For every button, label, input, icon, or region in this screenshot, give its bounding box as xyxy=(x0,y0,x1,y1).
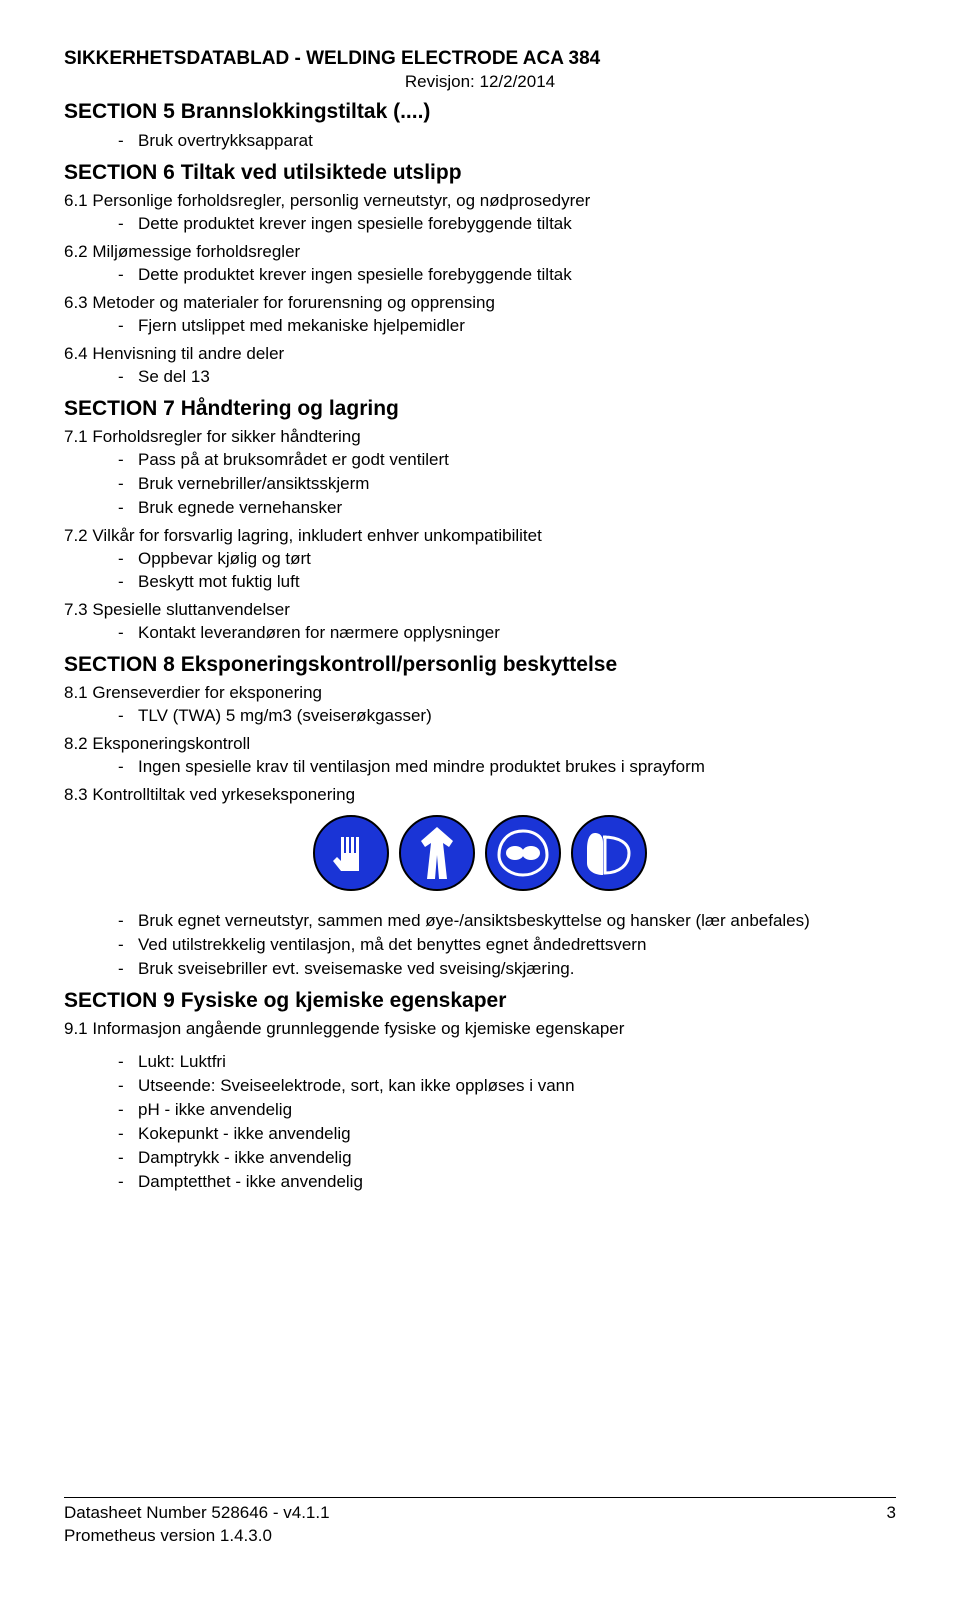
faceshield-icon xyxy=(569,813,649,898)
list-item: Se del 13 xyxy=(118,366,896,389)
page: SIKKERHETSDATABLAD - WELDING ELECTRODE A… xyxy=(0,0,960,1560)
list-item: Ingen spesielle krav til ventilasjon med… xyxy=(118,756,896,779)
list-item: Bruk overtrykksapparat xyxy=(118,130,896,153)
list-item: Lukt: Luktfri xyxy=(118,1051,896,1074)
list-item: Oppbevar kjølig og tørt xyxy=(118,548,896,571)
revision-line: Revisjon: 12/2/2014 xyxy=(64,72,896,92)
list-item: Utseende: Sveiseelektrode, sort, kan ikk… xyxy=(118,1075,896,1098)
list-item: Kokepunkt - ikke anvendelig xyxy=(118,1123,896,1146)
s62-heading: 6.2 Miljømessige forholdsregler xyxy=(64,242,896,262)
s81-heading: 8.1 Grenseverdier for eksponering xyxy=(64,683,896,703)
gloves-icon xyxy=(311,813,391,898)
section5-title: SECTION 5 Brannslokkingstiltak (....) xyxy=(64,100,896,124)
list-item: Dette produktet krever ingen spesielle f… xyxy=(118,264,896,287)
s64-heading: 6.4 Henvisning til andre deler xyxy=(64,344,896,364)
footer-line1: Datasheet Number 528646 - v4.1.1 xyxy=(64,1502,330,1525)
s73-heading: 7.3 Spesielle sluttanvendelser xyxy=(64,600,896,620)
list-item: TLV (TWA) 5 mg/m3 (sveiserøkgasser) xyxy=(118,705,896,728)
s63-list: Fjern utslippet med mekaniske hjelpemidl… xyxy=(118,315,896,338)
s62-list: Dette produktet krever ingen spesielle f… xyxy=(118,264,896,287)
section6-title: SECTION 6 Tiltak ved utilsiktede utslipp xyxy=(64,161,896,185)
coverall-icon xyxy=(397,813,477,898)
section9-title: SECTION 9 Fysiske og kjemiske egenskaper xyxy=(64,989,896,1013)
s71-list: Pass på at bruksområdet er godt ventiler… xyxy=(118,449,896,520)
list-item: Kontakt leverandøren for nærmere opplysn… xyxy=(118,622,896,645)
list-item: Beskytt mot fuktig luft xyxy=(118,571,896,594)
list-item: Ved utilstrekkelig ventilasjon, må det b… xyxy=(118,934,896,957)
s81-list: TLV (TWA) 5 mg/m3 (sveiserøkgasser) xyxy=(118,705,896,728)
s73-list: Kontakt leverandøren for nærmere opplysn… xyxy=(118,622,896,645)
ppe-icons-row xyxy=(64,813,896,898)
s83-heading: 8.3 Kontrolltiltak ved yrkeseksponering xyxy=(64,785,896,805)
list-item: Damptrykk - ikke anvendelig xyxy=(118,1147,896,1170)
s91-list: Lukt: Luktfri Utseende: Sveiseelektrode,… xyxy=(118,1051,896,1194)
list-item: Bruk vernebriller/ansiktsskjerm xyxy=(118,473,896,496)
s82-heading: 8.2 Eksponeringskontroll xyxy=(64,734,896,754)
s71-heading: 7.1 Forholdsregler for sikker håndtering xyxy=(64,427,896,447)
list-item: Pass på at bruksområdet er godt ventiler… xyxy=(118,449,896,472)
s72-list: Oppbevar kjølig og tørt Beskytt mot fukt… xyxy=(118,548,896,595)
s83-list: Bruk egnet verneutstyr, sammen med øye-/… xyxy=(118,910,896,981)
s91-heading: 9.1 Informasjon angående grunnleggende f… xyxy=(64,1019,896,1039)
s63-heading: 6.3 Metoder og materialer for forurensni… xyxy=(64,293,896,313)
s64-list: Se del 13 xyxy=(118,366,896,389)
list-item: Fjern utslippet med mekaniske hjelpemidl… xyxy=(118,315,896,338)
doc-title: SIKKERHETSDATABLAD - WELDING ELECTRODE A… xyxy=(64,48,896,70)
section5-list: Bruk overtrykksapparat xyxy=(118,130,896,153)
list-item: pH - ikke anvendelig xyxy=(118,1099,896,1122)
list-item: Bruk egnet verneutstyr, sammen med øye-/… xyxy=(118,910,896,933)
footer-line2: Prometheus version 1.4.3.0 xyxy=(64,1525,330,1548)
footer-page-number: 3 xyxy=(887,1502,896,1525)
s61-heading: 6.1 Personlige forholdsregler, personlig… xyxy=(64,191,896,211)
footer-left: Datasheet Number 528646 - v4.1.1 Prometh… xyxy=(64,1502,330,1548)
s82-list: Ingen spesielle krav til ventilasjon med… xyxy=(118,756,896,779)
section7-title: SECTION 7 Håndtering og lagring xyxy=(64,397,896,421)
list-item: Bruk sveisebriller evt. sveisemaske ved … xyxy=(118,958,896,981)
list-item: Damptetthet - ikke anvendelig xyxy=(118,1171,896,1194)
list-item: Dette produktet krever ingen spesielle f… xyxy=(118,213,896,236)
goggles-icon xyxy=(483,813,563,898)
list-item: Bruk egnede vernehansker xyxy=(118,497,896,520)
s72-heading: 7.2 Vilkår for forsvarlig lagring, inklu… xyxy=(64,526,896,546)
section8-title: SECTION 8 Eksponeringskontroll/personlig… xyxy=(64,653,896,677)
s61-list: Dette produktet krever ingen spesielle f… xyxy=(118,213,896,236)
page-footer: Datasheet Number 528646 - v4.1.1 Prometh… xyxy=(64,1497,896,1548)
